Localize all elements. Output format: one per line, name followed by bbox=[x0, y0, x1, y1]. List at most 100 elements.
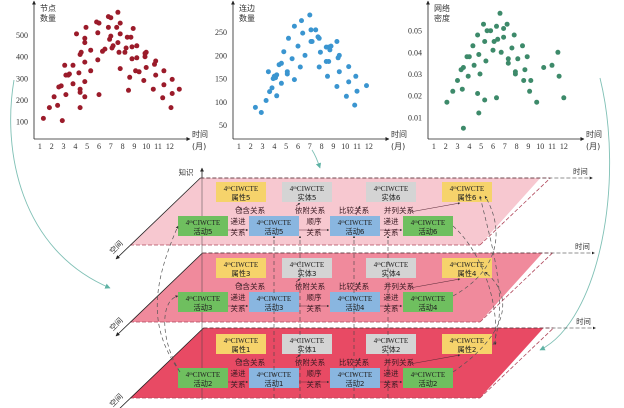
data-point bbox=[316, 35, 322, 41]
space-axis bbox=[115, 252, 203, 337]
node-box bbox=[403, 292, 453, 312]
node-title: 4thCIWCTE bbox=[224, 185, 259, 194]
node-box bbox=[216, 334, 266, 354]
data-point bbox=[477, 71, 483, 77]
data-point bbox=[134, 43, 140, 49]
data-point bbox=[51, 94, 57, 100]
data-point bbox=[66, 71, 72, 77]
data-point bbox=[142, 54, 148, 60]
relation-progress: 递进 bbox=[383, 216, 399, 226]
node-label: 属性4 bbox=[458, 269, 477, 278]
x-tick-label: 3 bbox=[456, 142, 460, 151]
data-point bbox=[295, 43, 301, 49]
data-point bbox=[40, 115, 46, 121]
x-axis-label: 时间 bbox=[391, 129, 407, 139]
data-point bbox=[541, 65, 547, 70]
data-point bbox=[176, 86, 182, 92]
node-superscript: th bbox=[227, 185, 231, 190]
x-tick-label: 4 bbox=[73, 142, 77, 151]
data-point bbox=[70, 81, 76, 87]
data-point bbox=[528, 78, 534, 83]
x-axis-label: 时间 bbox=[192, 129, 208, 139]
node-superscript: th bbox=[341, 371, 345, 376]
x-tick-label: 8 bbox=[320, 142, 324, 151]
x-tick-label: 10 bbox=[142, 142, 150, 151]
data-point bbox=[561, 95, 567, 101]
node-label: 活动6 bbox=[346, 227, 365, 236]
data-point bbox=[460, 65, 466, 70]
node-box bbox=[366, 258, 416, 278]
node-box bbox=[249, 216, 299, 236]
data-point bbox=[512, 69, 518, 75]
relation-sequence: 顺序 bbox=[306, 292, 322, 302]
node-title: 4thCIWCTE bbox=[186, 371, 221, 380]
layer-nodes-top: 4thCIWCTE属性54thCIWCTE实体54thCIWCTE实体64thC… bbox=[178, 182, 492, 237]
data-point bbox=[289, 56, 295, 62]
node-superscript: th bbox=[341, 295, 345, 300]
y-axis-label: 密度 bbox=[434, 13, 450, 23]
data-point bbox=[128, 34, 134, 40]
node-label: 实体2 bbox=[382, 345, 401, 354]
data-point bbox=[141, 78, 147, 83]
node-label: 活动4 bbox=[419, 303, 438, 312]
relation-depend: 依附关系 bbox=[295, 357, 326, 367]
relation-arrow bbox=[295, 278, 301, 283]
y-tick-label: 200 bbox=[215, 51, 227, 60]
node-box bbox=[366, 334, 416, 354]
relation-arrow bbox=[237, 281, 243, 287]
x-tick-label: 4 bbox=[467, 142, 471, 151]
data-point bbox=[269, 85, 275, 91]
node-box bbox=[178, 292, 228, 312]
node-box bbox=[178, 216, 228, 236]
data-point bbox=[353, 73, 359, 79]
node-label: 活动5 bbox=[265, 227, 284, 236]
data-point bbox=[117, 66, 123, 72]
node-label: 实体1 bbox=[298, 345, 317, 354]
x-tick-label: 3 bbox=[62, 142, 66, 151]
node-brand: CIWCTE bbox=[345, 371, 373, 379]
node-label: 实体6 bbox=[382, 193, 401, 202]
data-point bbox=[108, 15, 114, 21]
node-box bbox=[249, 368, 299, 388]
data-point bbox=[556, 73, 562, 79]
data-point bbox=[168, 105, 174, 111]
node-superscript: th bbox=[227, 337, 231, 342]
node-brand: CIWCTE bbox=[457, 337, 485, 345]
node-superscript: th bbox=[189, 219, 193, 224]
relation-sequence: 关系 bbox=[306, 227, 322, 237]
relation-arrow bbox=[237, 357, 243, 363]
node-box bbox=[216, 182, 266, 202]
y-axis-label: 网络 bbox=[434, 3, 450, 13]
x-tick-label: 6 bbox=[296, 142, 300, 151]
relation-arrow bbox=[237, 205, 243, 211]
data-point bbox=[169, 76, 175, 82]
data-point bbox=[549, 62, 555, 68]
data-point bbox=[284, 71, 290, 77]
node-title: 4thCIWCTE bbox=[411, 371, 446, 380]
node-brand: CIWCTE bbox=[297, 261, 325, 269]
data-point bbox=[307, 12, 313, 18]
data-point bbox=[83, 24, 89, 30]
data-point bbox=[316, 64, 322, 70]
data-point bbox=[117, 31, 123, 37]
x-tick-label: 9 bbox=[331, 142, 335, 151]
node-title: 4thCIWCTE bbox=[374, 337, 409, 346]
relation-compare: 比较关系 bbox=[339, 205, 370, 215]
node-title: 4thCIWCTE bbox=[257, 371, 292, 380]
data-point bbox=[326, 59, 332, 64]
x-tick-label: 7 bbox=[109, 142, 113, 151]
x-tick-label: 6 bbox=[97, 142, 101, 151]
data-point bbox=[161, 68, 167, 74]
data-point bbox=[334, 84, 340, 89]
relation-contain: 包含关系 bbox=[235, 205, 266, 215]
data-point bbox=[62, 62, 68, 68]
data-point bbox=[88, 68, 94, 74]
y-tick-label: 0.04 bbox=[408, 48, 422, 57]
